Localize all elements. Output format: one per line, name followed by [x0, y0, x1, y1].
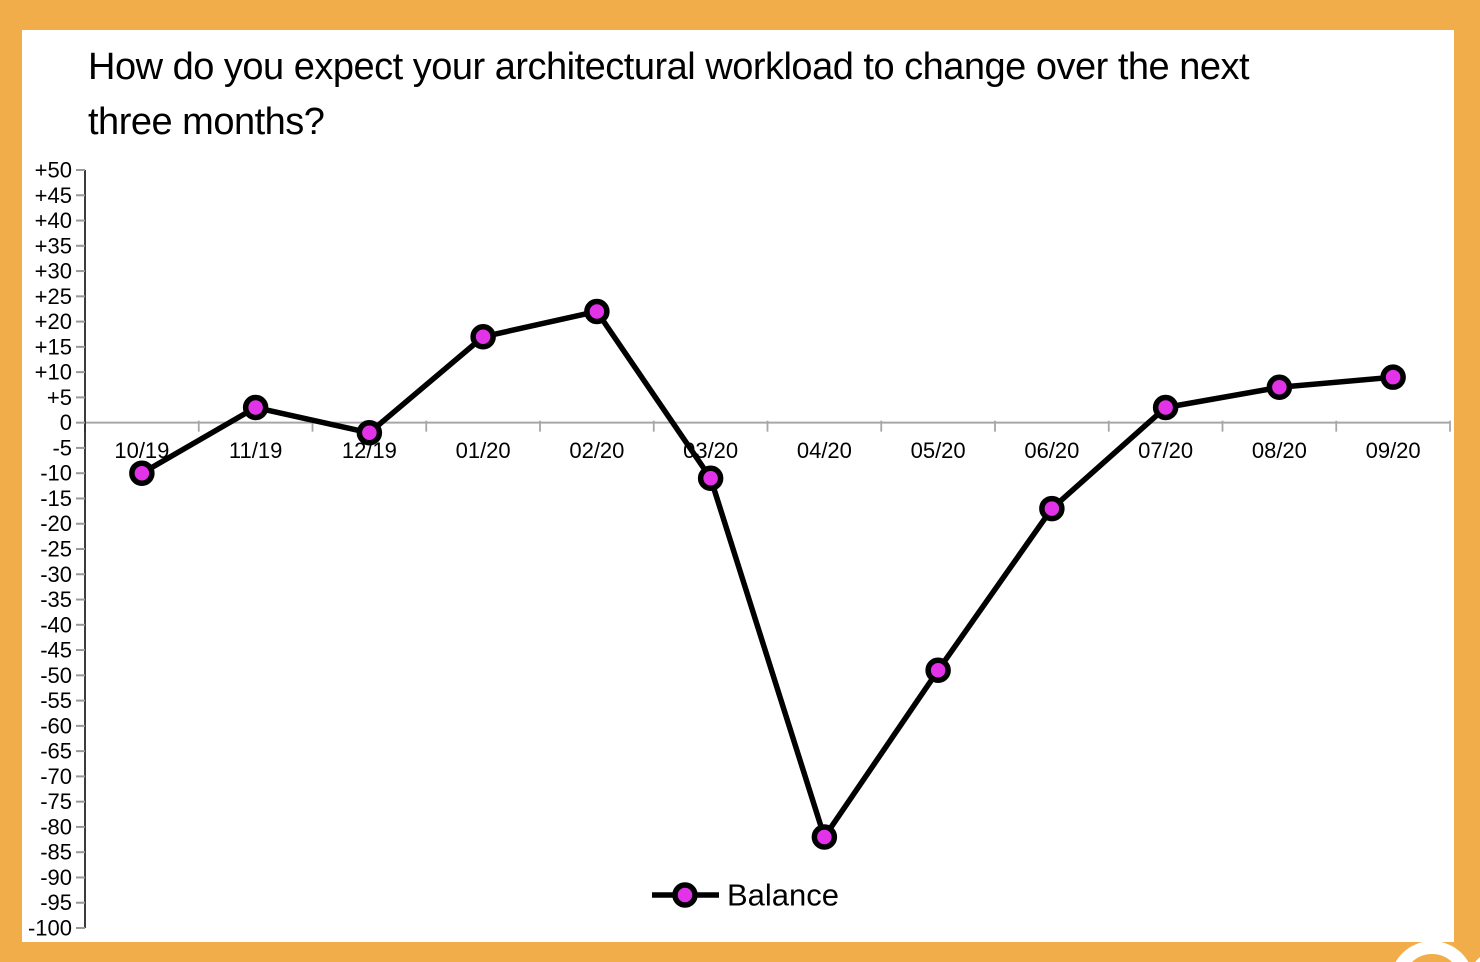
y-axis-label: -55 [40, 688, 72, 713]
x-axis-label: 08/20 [1252, 438, 1307, 463]
data-point-marker [1039, 495, 1065, 522]
y-axis-label: -80 [40, 814, 72, 839]
y-axis-label: -60 [40, 713, 72, 738]
x-axis-label: 02/20 [569, 438, 624, 463]
y-axis-label: -35 [40, 587, 72, 612]
data-point-marker [1380, 364, 1406, 390]
y-axis-label: -85 [40, 840, 72, 865]
chart-title-line-1: How do you expect your architectural wor… [88, 46, 1250, 88]
data-point-marker [242, 394, 269, 421]
y-axis-label: -75 [40, 789, 72, 814]
balance-series-line [139, 308, 1396, 840]
x-axis-label: 09/20 [1366, 438, 1421, 463]
data-point-marker [1266, 374, 1293, 401]
chart-title-line-2: three months? [88, 101, 325, 143]
x-axis-label: 10/19 [114, 438, 169, 463]
y-axis-label: -90 [40, 865, 72, 890]
frame-border-left [0, 0, 22, 962]
y-axis-label: -40 [40, 612, 72, 637]
data-point-marker [470, 324, 496, 350]
y-axis-label: +50 [35, 158, 72, 183]
x-axis-label: 05/20 [911, 438, 966, 463]
x-axis-label: 01/20 [456, 438, 511, 463]
y-axis-label: -5 [52, 435, 72, 460]
y-axis-label: 0 [60, 410, 72, 435]
y-axis-label: +5 [47, 385, 72, 410]
data-point-marker [129, 460, 155, 486]
y-axis-label: +10 [35, 360, 72, 385]
chart-title: How do you expect your architectural wor… [88, 40, 1250, 150]
y-axis-label: +30 [35, 259, 72, 284]
y-axis-label: -65 [40, 739, 72, 764]
data-point-marker [584, 298, 610, 325]
y-axis-label: -15 [40, 486, 72, 511]
x-axis-label: 06/20 [1024, 438, 1079, 463]
x-axis-label: 07/20 [1138, 438, 1193, 463]
data-point-marker [356, 420, 383, 446]
y-axis-label: +25 [35, 284, 72, 309]
y-axis-label: -95 [40, 890, 72, 915]
x-axis-label: 11/19 [229, 438, 282, 463]
legend-label: Balance [727, 878, 839, 913]
y-axis-label: +45 [35, 183, 72, 208]
y-axis-label: +35 [35, 233, 72, 258]
y-axis-label: -25 [40, 537, 72, 562]
data-point-marker [925, 657, 951, 684]
data-point-marker [811, 824, 838, 850]
y-axis-label: -50 [40, 663, 72, 688]
frame-border-bottom [0, 942, 1480, 962]
y-axis-label: -10 [40, 461, 72, 486]
y-axis-label: -20 [40, 511, 72, 536]
y-axis-label: -70 [40, 764, 72, 789]
data-point-marker [697, 465, 724, 492]
legend-marker [672, 882, 698, 908]
x-axis-label: 04/20 [797, 438, 852, 463]
data-point-marker [1152, 394, 1179, 421]
y-axis-label: +40 [35, 208, 72, 233]
y-axis-label: -100 [28, 916, 72, 941]
frame-border-top [0, 0, 1480, 30]
y-axis-label: +15 [35, 334, 72, 359]
y-axis-label: -30 [40, 562, 72, 587]
y-axis-label: -45 [40, 638, 72, 663]
frame-border-right [1454, 0, 1480, 962]
y-axis-label: +20 [35, 309, 72, 334]
